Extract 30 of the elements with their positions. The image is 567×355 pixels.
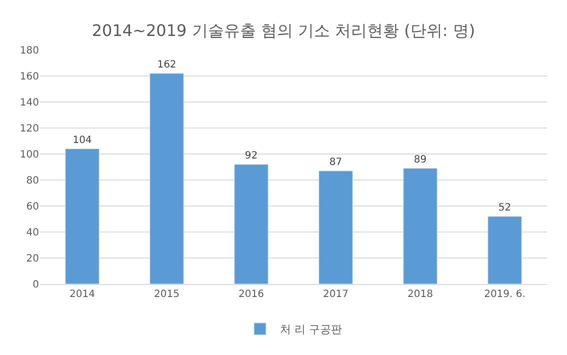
y-tick-label: 120: [20, 124, 39, 134]
y-tick-label: 20: [26, 254, 39, 264]
x-tick-label: 2014: [70, 289, 95, 300]
chart-title: 2014~2019 기술유출 혐의 기소 처리현황 (단위: 명): [92, 21, 476, 40]
data-label: 162: [157, 59, 176, 70]
bar: [488, 216, 522, 284]
x-tick-label: 2018: [408, 289, 433, 300]
y-tick-label: 180: [20, 46, 39, 56]
y-tick-label: 60: [26, 202, 39, 212]
x-tick-label: 2019. 6.: [484, 289, 526, 300]
x-tick-label: 2016: [238, 289, 264, 300]
data-label: 87: [329, 156, 342, 168]
y-tick-label: 140: [20, 98, 39, 108]
y-tick-label: 80: [26, 176, 39, 186]
y-tick-label: 0: [32, 280, 39, 290]
bar: [234, 164, 268, 284]
data-label: 104: [72, 134, 92, 146]
legend-label: 처 리 구공판: [280, 323, 342, 336]
bar: [403, 168, 438, 284]
data-label: 92: [244, 150, 258, 162]
y-tick-label: 100: [20, 150, 39, 160]
x-tick-label: 2017: [323, 289, 348, 300]
data-label: 52: [498, 202, 512, 214]
y-tick-label: 40: [26, 228, 39, 238]
bar: [318, 170, 353, 284]
bar: [65, 148, 100, 284]
x-tick-label: 2015: [154, 289, 180, 300]
bar: [150, 73, 184, 284]
data-label: 89: [414, 154, 427, 166]
y-tick-label: 160: [20, 72, 39, 82]
